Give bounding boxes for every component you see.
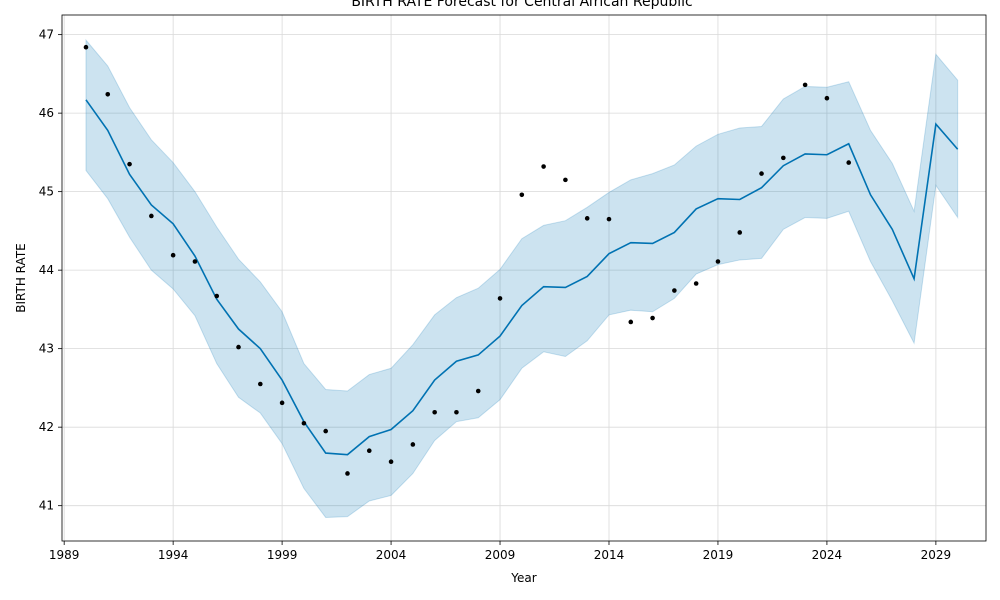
observed-point — [366, 448, 372, 454]
observed-point — [693, 281, 699, 286]
x-tick-label: 2014 — [594, 548, 625, 562]
y-tick-label: 45 — [39, 185, 54, 199]
observed-point — [301, 420, 307, 426]
observed-point — [127, 161, 132, 167]
observed-point — [497, 296, 503, 301]
observed-point — [323, 428, 328, 434]
observed-point — [454, 409, 459, 415]
observed-point — [258, 381, 263, 387]
observed-point — [214, 293, 220, 299]
observed-point — [192, 259, 198, 264]
x-axis-title: Year — [510, 571, 536, 585]
observed-point — [672, 288, 677, 293]
observed-point — [737, 230, 743, 235]
forecast-line-layer — [85, 99, 959, 456]
observed-point — [105, 91, 111, 97]
x-tick-label: 2009 — [485, 548, 516, 562]
observed-points-layer — [83, 44, 852, 476]
observed-point — [149, 213, 154, 219]
observed-point — [628, 319, 634, 325]
x-tick-label: 2019 — [703, 548, 734, 562]
observed-point — [345, 471, 350, 476]
axes: 1989 1994 1999 2004 2009 2014 2019 2024 2029 41 42… — [39, 14, 987, 562]
observed-point — [410, 442, 416, 447]
observed-point — [236, 344, 241, 350]
observed-point — [519, 192, 525, 198]
plot-frame — [61, 14, 987, 542]
observed-point — [715, 259, 721, 264]
observed-point — [650, 315, 655, 321]
x-tick-label: 2004 — [376, 548, 407, 562]
observed-point — [83, 44, 89, 50]
x-tick-label: 2029 — [921, 548, 952, 562]
chart-title: BIRTH RATE Forecast for Central African … — [351, 0, 692, 10]
observed-point — [388, 459, 394, 465]
y-tick-label: 46 — [39, 106, 54, 120]
y-tick-label: 43 — [39, 342, 54, 356]
observed-point — [279, 400, 285, 406]
observed-point — [432, 409, 437, 415]
x-tick-label: 1994 — [158, 548, 189, 562]
observed-point — [781, 155, 786, 161]
observed-point — [584, 216, 590, 221]
observed-point — [846, 160, 852, 165]
y-tick-label: 44 — [39, 263, 54, 277]
y-axis-title: BIRTH RATE — [14, 243, 28, 312]
observed-point — [606, 216, 612, 222]
y-tick-label: 42 — [39, 420, 54, 434]
x-tick-label: 1989 — [49, 548, 80, 562]
observed-point — [802, 82, 808, 88]
y-tick-label: 41 — [39, 499, 54, 513]
observed-point — [563, 177, 568, 183]
observed-point — [541, 164, 546, 169]
observed-point — [475, 388, 481, 394]
uncertainty-band-layer — [85, 38, 959, 518]
x-tick-label: 1999 — [267, 548, 298, 562]
observed-point — [824, 95, 830, 101]
uncertainty-band — [85, 38, 959, 518]
forecast-line — [85, 99, 959, 456]
observed-point — [759, 171, 764, 176]
x-tick-label: 2024 — [812, 548, 843, 562]
y-tick-label: 47 — [39, 28, 54, 42]
observed-point — [170, 252, 176, 258]
grid-lines — [62, 15, 986, 541]
